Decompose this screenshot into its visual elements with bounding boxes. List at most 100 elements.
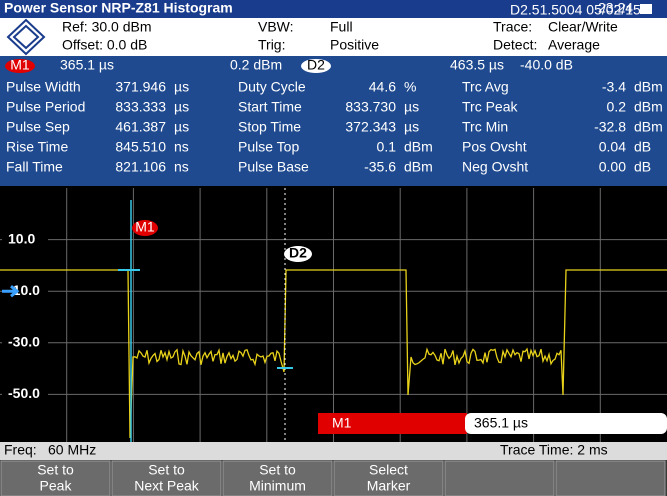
marker-position: 365.1 µs: [60, 57, 114, 73]
setting-text: VBW:: [258, 19, 294, 35]
measurement-value: 845.510: [115, 139, 166, 155]
measurement-unit: dB: [634, 139, 651, 155]
measurement-unit: ns: [174, 139, 189, 155]
setting-text: Full: [330, 19, 353, 35]
status-label: Freq:: [4, 442, 37, 458]
setting-text: Ref: 30.0 dBm: [62, 19, 152, 35]
marker-badge: [5, 59, 35, 73]
measurement-unit: %: [404, 79, 416, 95]
softkey-label: Marker: [367, 478, 411, 494]
measurement-name: Trc Peak: [462, 99, 518, 115]
marker-bar-value: 365.1 µs: [474, 415, 528, 431]
softkey-label: Set to: [148, 462, 185, 478]
label-backdrop: [2, 334, 48, 351]
plot-marker-label: M1: [135, 219, 155, 235]
label-backdrop: [2, 386, 48, 403]
measurement-unit: µs: [174, 119, 189, 135]
measurement-name: Duty Cycle: [238, 79, 306, 95]
measurement-name: Neg Ovsht: [462, 159, 528, 175]
measurement-unit: µs: [174, 99, 189, 115]
softkey[interactable]: [0, 460, 111, 496]
softkey[interactable]: [555, 460, 666, 496]
measurement-name: Pos Ovsht: [462, 139, 527, 155]
marker-label: D2: [307, 57, 325, 73]
reference-arrow: [2, 285, 20, 298]
measurement-unit: dB: [634, 159, 651, 175]
setting-text: Positive: [330, 37, 379, 53]
measurement-name: Trc Min: [462, 119, 508, 135]
title: Power Sensor NRP-Z81 Histogram: [4, 0, 233, 16]
status-value: 60 MHz: [48, 442, 96, 458]
measurement-value: -32.8: [594, 119, 626, 135]
softkey-label: Peak: [40, 478, 73, 494]
marker-badge: [301, 59, 331, 73]
setting-text: Trig:: [258, 37, 285, 53]
softkey-label: Next Peak: [134, 478, 200, 494]
measurement-name: Rise Time: [6, 139, 68, 155]
marker-badge: [284, 246, 312, 262]
marker-level: 0.2 dBm: [230, 57, 282, 73]
marker-bar: [318, 413, 467, 434]
plot-marker-label: D2: [289, 245, 307, 261]
measurement-name: Stop Time: [238, 119, 301, 135]
softkey-label: Select: [369, 462, 408, 478]
marker-position: 463.5 µs: [450, 57, 504, 73]
clock: 23:24: [598, 0, 633, 16]
measurement-value: 372.343: [345, 119, 396, 135]
marker-level: -40.0 dB: [520, 57, 573, 73]
measurement-value: -3.4: [602, 79, 626, 95]
softkey[interactable]: [333, 460, 444, 496]
measurement-name: Pulse Period: [6, 99, 85, 115]
y-axis-label: 10.0: [8, 230, 35, 246]
measurement-unit: dBm: [634, 119, 663, 135]
logo: [6, 18, 46, 56]
marker-label: M1: [10, 57, 30, 73]
label-backdrop: [2, 231, 48, 248]
measurement-value: 0.2: [607, 99, 627, 115]
marker-bar-field: [465, 413, 667, 434]
setting-text: Detect:: [493, 37, 537, 53]
measurement-value: 44.6: [369, 79, 396, 95]
measurement-value: 833.333: [115, 99, 166, 115]
measurement-unit: µs: [404, 99, 419, 115]
marker-badge: [132, 220, 158, 236]
trace: [0, 269, 667, 439]
measurement-name: Pulse Width: [6, 79, 81, 95]
y-axis-label: -50.0: [8, 385, 40, 401]
measurement-value: 833.730: [345, 99, 396, 115]
measurement-unit: µs: [174, 79, 189, 95]
measurement-value: 461.387: [115, 119, 166, 135]
measurement-unit: µs: [404, 119, 419, 135]
softkey-label: Set to: [259, 462, 296, 478]
softkey[interactable]: [111, 460, 222, 496]
measurement-value: 0.04: [599, 139, 626, 155]
measurement-unit: dBm: [404, 159, 433, 175]
softkey[interactable]: [222, 460, 333, 496]
title-bar: [0, 0, 667, 18]
setting-text: Offset: 0.0 dB: [62, 37, 147, 53]
measurement-value: 0.00: [599, 159, 626, 175]
measurement-panel: [0, 56, 667, 186]
version: D2.51.5004 05/02/15: [510, 2, 641, 18]
measurement-unit: dBm: [634, 99, 663, 115]
status-bar: [0, 442, 667, 460]
measurement-name: Start Time: [238, 99, 302, 115]
measurement-value: -35.6: [364, 159, 396, 175]
marker-bar-name: M1: [332, 415, 352, 431]
back-icon: [640, 4, 652, 14]
measurement-unit: ns: [174, 159, 189, 175]
softkey[interactable]: [444, 460, 555, 496]
settings-panel: [0, 18, 667, 56]
status-trace-time: Trace Time: 2 ms: [500, 442, 608, 458]
softkey-label: Set to: [37, 462, 74, 478]
measurement-name: Pulse Base: [238, 159, 309, 175]
measurement-value: 821.106: [115, 159, 166, 175]
measurement-value: 371.946: [115, 79, 166, 95]
measurement-value: 0.1: [377, 139, 397, 155]
measurement-name: Trc Avg: [462, 79, 509, 95]
setting-text: Trace:: [493, 19, 532, 35]
y-axis-label: -30.0: [8, 334, 40, 350]
measurement-name: Fall Time: [6, 159, 63, 175]
setting-text: Clear/Write: [548, 19, 618, 35]
